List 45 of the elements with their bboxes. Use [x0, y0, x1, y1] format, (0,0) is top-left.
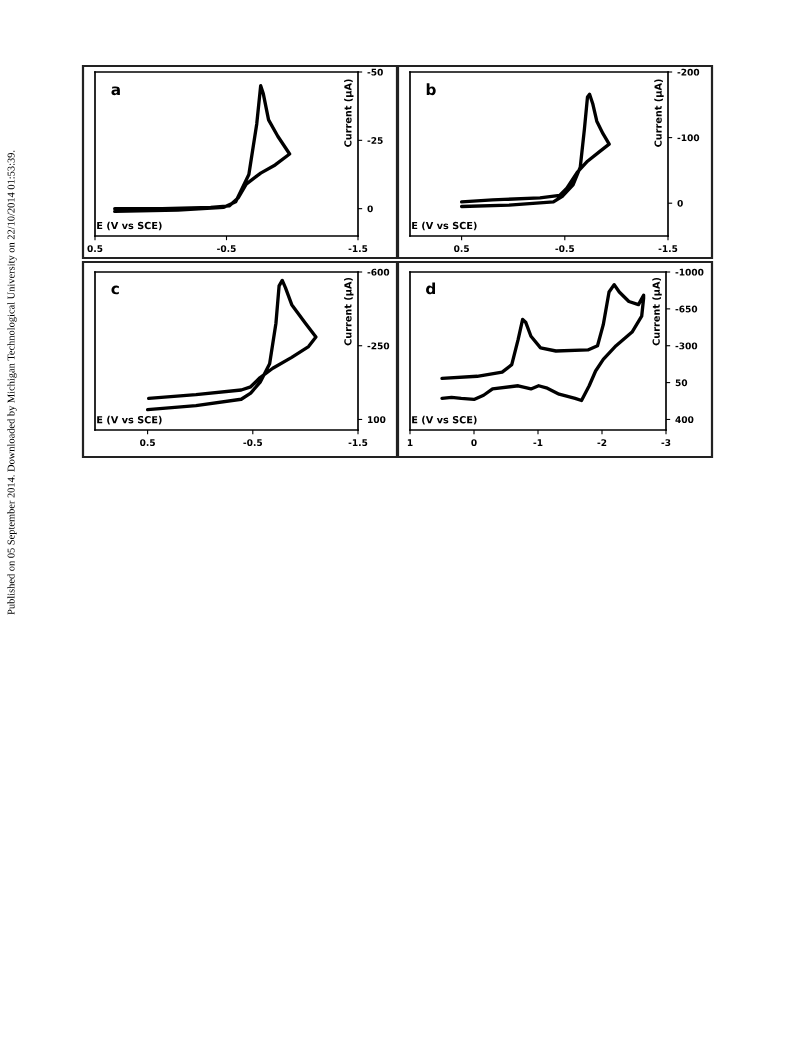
line-series: [145, 278, 318, 412]
y-tick-label: -25: [367, 137, 383, 144]
y-tick-label: -600: [367, 268, 390, 276]
text: a: [111, 86, 120, 96]
x-tick-label: -0.5: [555, 245, 575, 253]
x-tick-label: -2: [597, 439, 607, 446]
x-tick-label: -1: [533, 439, 543, 446]
y-axis-title: Current (µA): [654, 79, 664, 147]
y-axis-title: Current (µA): [652, 277, 662, 346]
text: c: [111, 285, 119, 295]
y-tick-label: -100: [677, 134, 700, 142]
x-tick-label: 0.5: [140, 439, 155, 447]
line-series: [459, 92, 611, 209]
y-tick-label: 100: [368, 416, 386, 424]
y-tick-label: -250: [367, 342, 390, 350]
line-series: [113, 84, 292, 214]
x-tick-label: -1.5: [658, 245, 678, 253]
x-tick-label: -3: [661, 439, 671, 447]
y-tick-label: 400: [675, 416, 694, 424]
text: d: [426, 282, 436, 295]
y-tick-label: -300: [675, 342, 698, 350]
x-tick-label: 0.5: [87, 245, 103, 253]
x-tick-label: -1.5: [348, 439, 368, 447]
y-tick-label: 0: [677, 199, 683, 207]
y-tick-label: -200: [677, 68, 700, 76]
y-tick-label: 50: [675, 379, 688, 387]
x-axis-title: E (V vs SCE): [412, 221, 477, 231]
x-tick-label: 0: [471, 439, 477, 447]
y-tick-label: -1000: [675, 268, 704, 276]
line-series: [440, 282, 646, 403]
x-axis-title: E (V vs SCE): [412, 415, 477, 425]
x-tick-label: -0.5: [217, 245, 236, 253]
x-axis-title: E (V vs SCE): [97, 415, 162, 425]
x-tick-label: 1: [407, 439, 413, 446]
y-axis-title: Current (µA): [344, 277, 354, 346]
x-tick-label: 0.5: [454, 245, 469, 253]
text: b: [426, 83, 436, 96]
y-tick-label: -650: [675, 305, 698, 313]
text: Published on 05 September 2014. Downloaded by Michigan Technological University on 22/10/2014 01:53:39.: [7, 150, 17, 615]
y-axis-title: Current (µA): [344, 79, 354, 147]
x-tick-label: -1.5: [348, 245, 368, 253]
y-tick-label: -50: [367, 68, 383, 76]
y-tick-label: 0: [367, 205, 373, 213]
x-axis-title: E (V vs SCE): [97, 221, 162, 231]
x-tick-label: -0.5: [243, 439, 263, 447]
